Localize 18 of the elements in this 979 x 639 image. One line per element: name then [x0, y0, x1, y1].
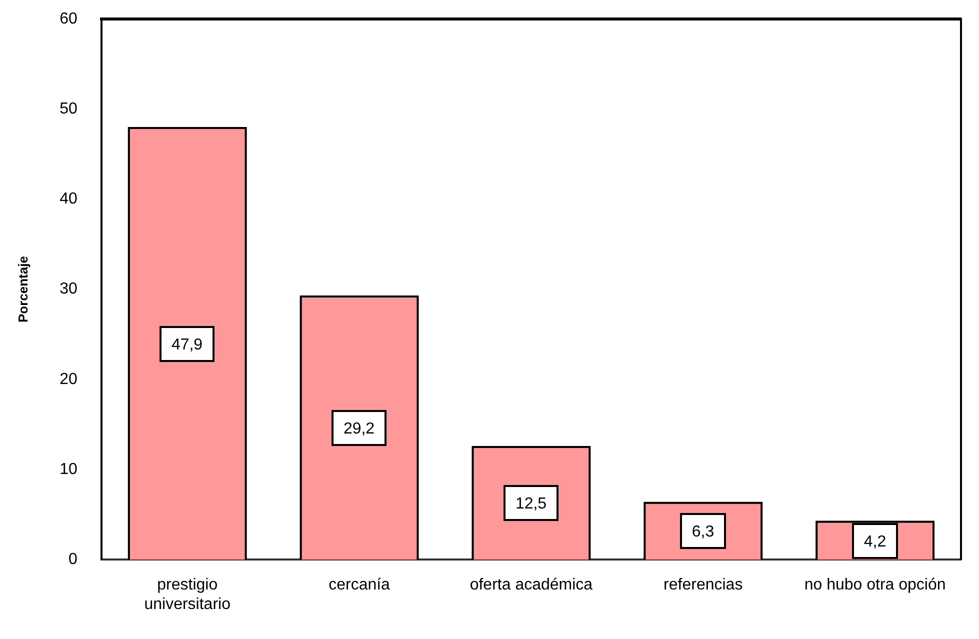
x-tick-label: cercanía — [328, 576, 390, 594]
y-tick-label: 60 — [60, 10, 78, 28]
x-tick-label: oferta académica — [470, 576, 593, 594]
data-label: 4,2 — [864, 533, 886, 550]
x-tick-label: no hubo otra opción — [804, 576, 946, 594]
data-label: 6,3 — [692, 523, 714, 540]
data-label: 29,2 — [343, 420, 375, 438]
data-label: 47,9 — [171, 336, 203, 354]
y-tick-label: 0 — [68, 551, 78, 568]
y-tick-label: 20 — [60, 370, 78, 388]
y-tick-label: 10 — [60, 460, 78, 478]
y-tick-label: 40 — [60, 190, 78, 208]
data-label: 12,5 — [515, 495, 547, 512]
y-tick-label: 30 — [60, 280, 78, 298]
y-axis-title: Porcentaje — [15, 256, 30, 323]
x-tick-label: prestigio universitario — [144, 576, 231, 613]
x-tick-label: referencias — [664, 576, 743, 594]
y-tick-label: 50 — [60, 100, 78, 118]
